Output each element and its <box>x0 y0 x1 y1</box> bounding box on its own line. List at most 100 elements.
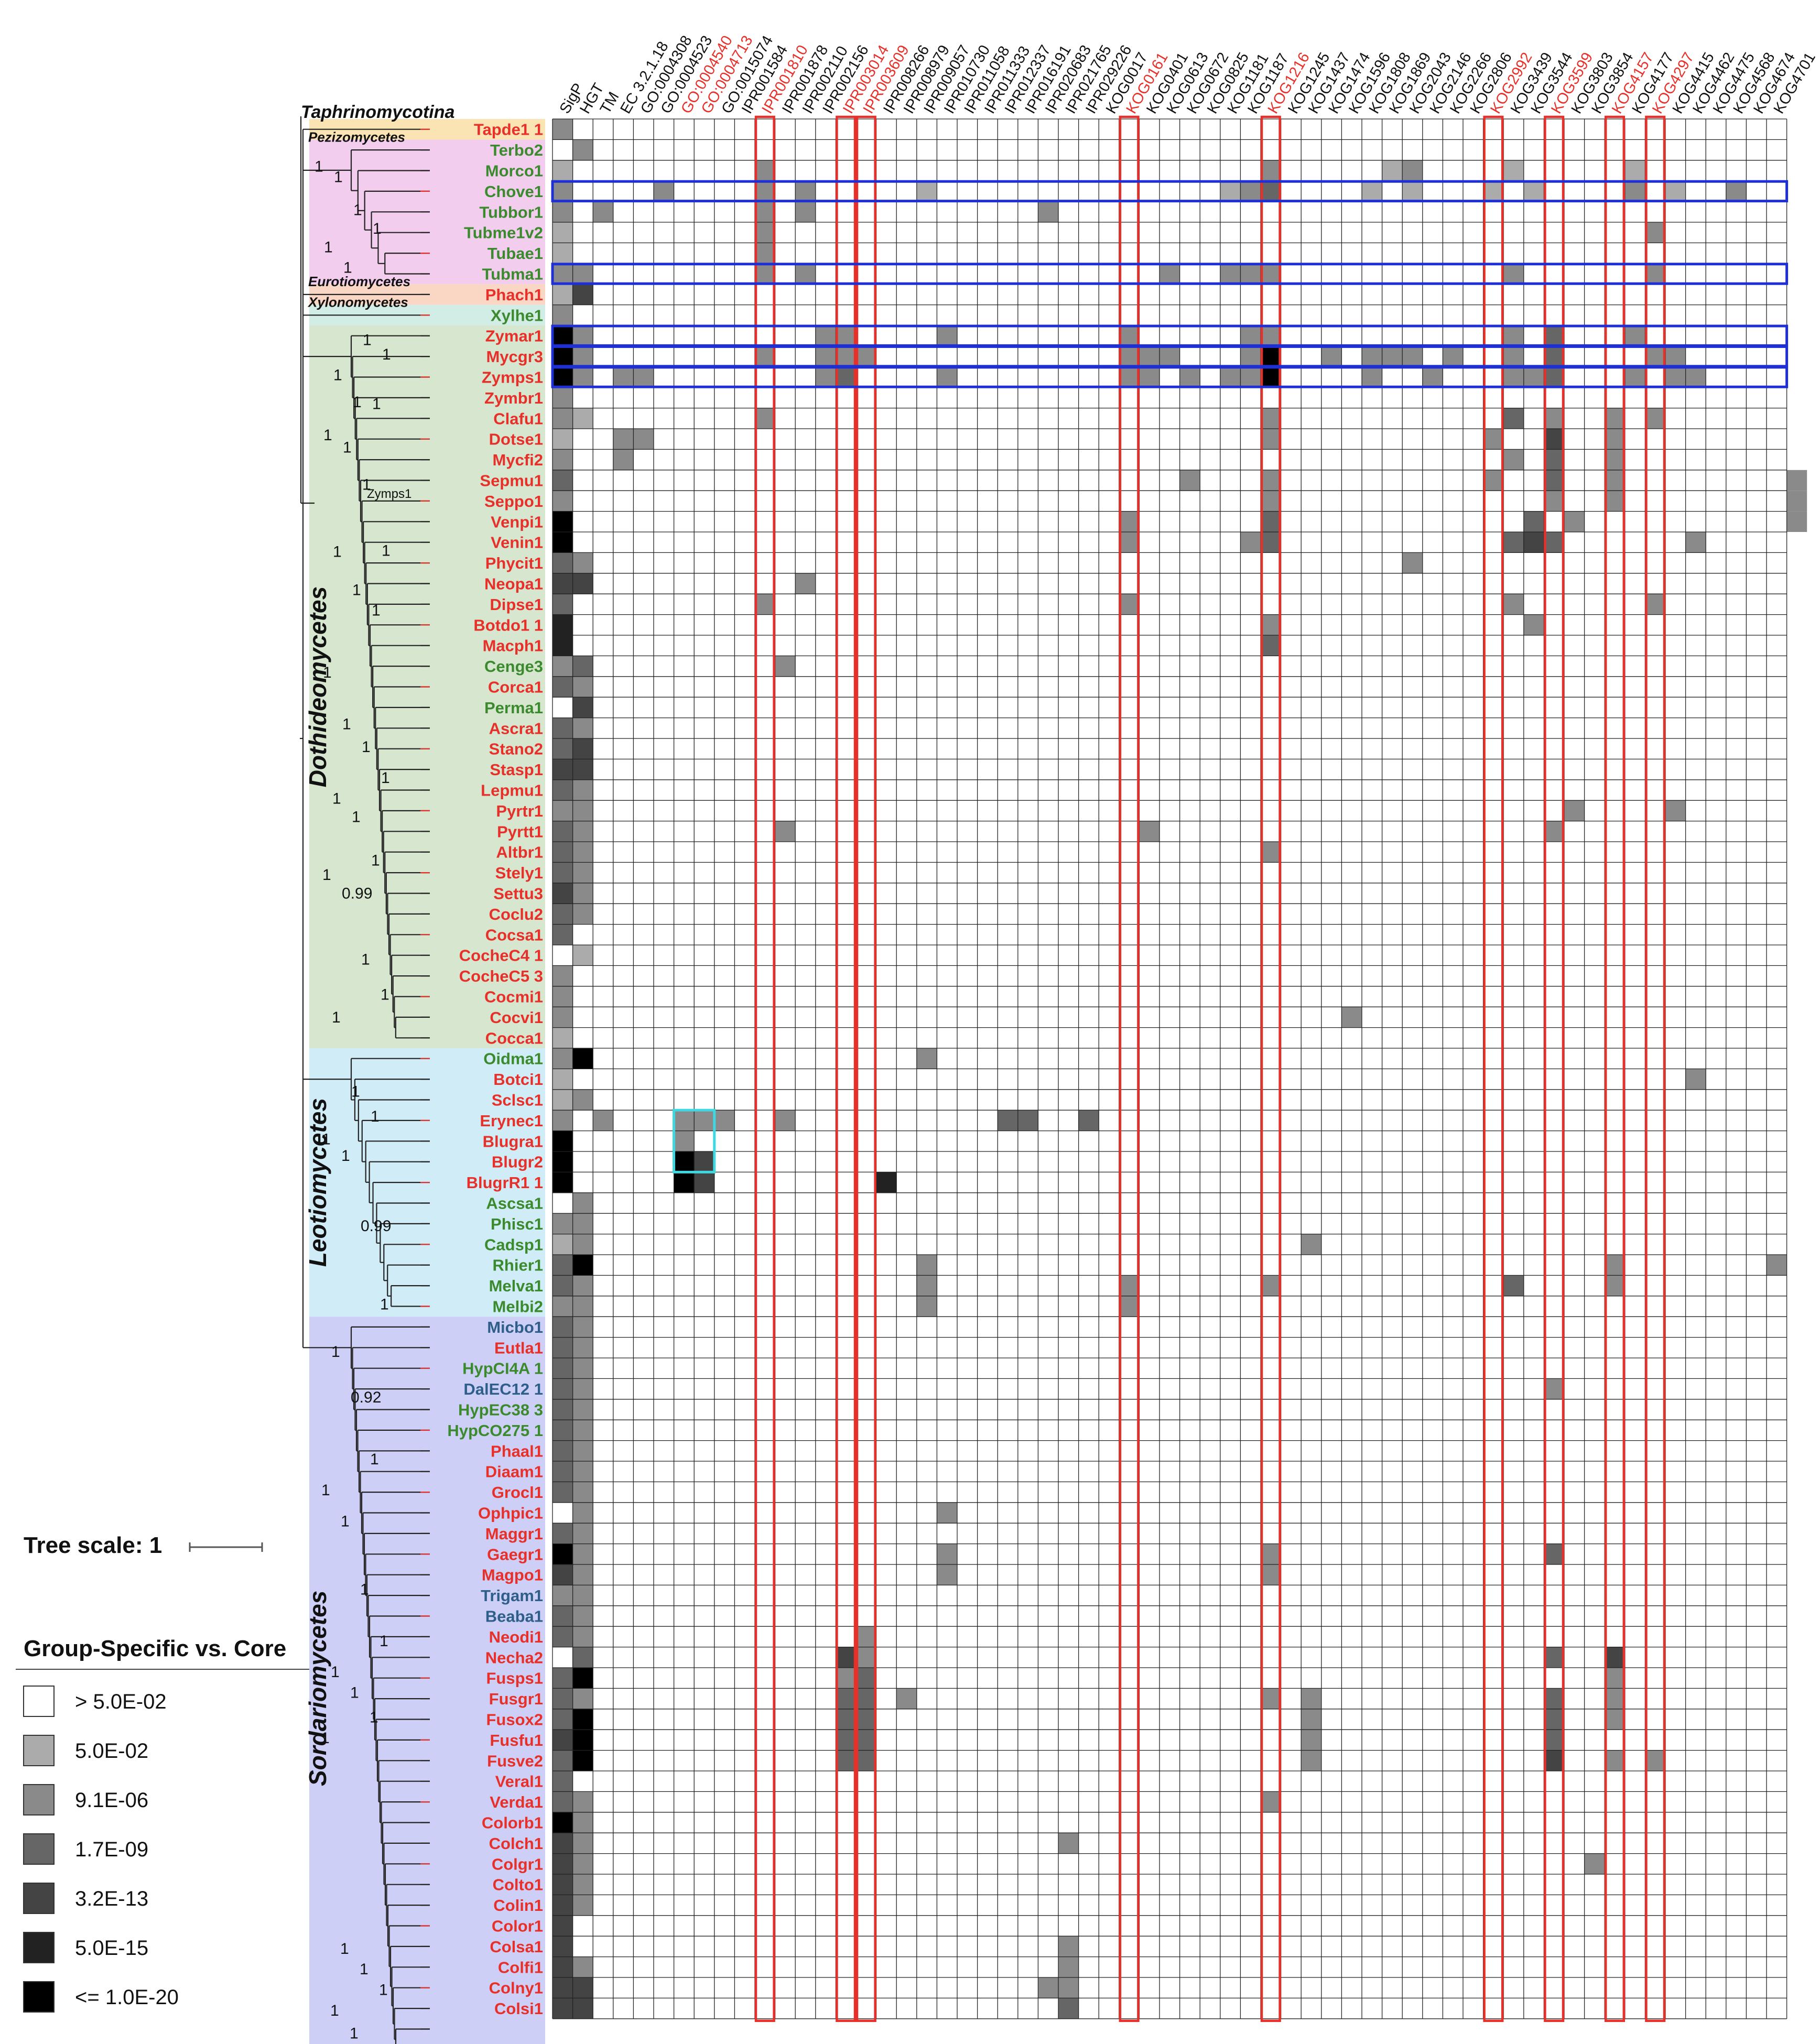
taxon-label: BlugrR1 1 <box>467 1173 543 1192</box>
heatmap-cell <box>1443 346 1463 367</box>
support-value: 1 <box>362 738 371 756</box>
heatmap-cell <box>836 1750 856 1771</box>
support-value: 1 <box>351 1083 360 1101</box>
legend-swatch <box>23 1686 55 1717</box>
support-value: 1 <box>342 715 351 733</box>
taxon-label: Settu3 <box>493 885 543 903</box>
taxon-label: Tubae1 <box>488 244 543 263</box>
heatmap-cell <box>552 201 573 222</box>
support-value: 1 <box>323 664 332 681</box>
heatmap-cell <box>916 181 937 202</box>
heatmap-cell <box>1261 429 1281 450</box>
support-value: 1 <box>361 951 370 969</box>
heatmap-cell <box>1665 800 1686 821</box>
heatmap-cell <box>1624 181 1645 202</box>
support-value: 1 <box>371 852 380 869</box>
heatmap-cell <box>572 779 593 801</box>
support-value: 1 <box>322 1130 331 1148</box>
heatmap-cell <box>755 408 775 429</box>
taxon-label: Zymar1 <box>485 327 543 345</box>
support-value: 1 <box>372 602 381 619</box>
taxon-label: Colny1 <box>489 1979 543 1997</box>
heatmap-cell <box>1422 366 1443 388</box>
heatmap-cell <box>1261 511 1281 532</box>
taxon-label: Stasp1 <box>490 760 543 779</box>
heatmap-cell <box>552 1337 573 1358</box>
heatmap-cell <box>1220 366 1241 388</box>
heatmap-cell <box>552 1585 573 1606</box>
support-value: 1 <box>382 542 391 559</box>
taxon-label: Fusgr1 <box>489 1690 543 1708</box>
heatmap-cell <box>552 614 573 635</box>
heatmap-cell <box>552 1275 573 1296</box>
heatmap-cell <box>836 346 856 367</box>
heatmap-cell <box>552 1007 573 1028</box>
heatmap-cell <box>1261 614 1281 635</box>
tree-scale: Tree scale: 1 <box>24 1532 263 1558</box>
taxon-label: Fusox2 <box>486 1711 543 1729</box>
heatmap-cell <box>1119 1296 1140 1317</box>
heatmap-cell <box>572 1317 593 1338</box>
taxon-label: Beaba1 <box>485 1607 543 1626</box>
heatmap-cell <box>1605 408 1625 429</box>
support-value: 1 <box>343 259 352 277</box>
heatmap-cell <box>815 366 836 388</box>
heatmap-cell <box>572 366 593 388</box>
heatmap-cell <box>1220 181 1241 202</box>
heatmap-cell <box>916 1048 937 1069</box>
taxon-label: Cenge3 <box>484 657 543 676</box>
taxon-label: Terbo2 <box>490 141 543 159</box>
clade-header-label: Eurotiomycetes <box>308 274 410 289</box>
support-value: 1 <box>380 1296 389 1313</box>
column-highlight-box <box>754 115 775 2023</box>
heatmap-cell <box>572 1730 593 1751</box>
legend-label: 5.0E-15 <box>75 1937 148 1960</box>
heatmap-cell <box>1624 325 1645 346</box>
heatmap-cell <box>552 1420 573 1441</box>
legend-swatch <box>23 1833 55 1865</box>
heatmap-cell <box>552 924 573 945</box>
heatmap-cell <box>552 1853 573 1874</box>
heatmap-cell <box>836 1668 856 1689</box>
support-value: 1 <box>321 1482 330 1499</box>
heatmap-cell <box>1544 346 1564 367</box>
heatmap-cell <box>1544 821 1564 842</box>
legend-title: Group-Specific vs. Core <box>24 1636 286 1661</box>
heatmap-cell <box>916 1275 937 1296</box>
support-value: 1 <box>360 1581 369 1598</box>
taxon-label: Erynec1 <box>480 1112 543 1130</box>
legend-swatch <box>23 1735 55 1766</box>
taxon-label: Stely1 <box>495 864 543 882</box>
heatmap-cell <box>552 429 573 450</box>
heatmap-cell <box>1261 263 1281 285</box>
heatmap-cell <box>572 1213 593 1234</box>
taxon-label: Colsa1 <box>490 1938 543 1956</box>
taxon-label: Gaegr1 <box>487 1545 543 1563</box>
heatmap-cell <box>1564 511 1585 532</box>
support-value: 1 <box>322 866 331 884</box>
taxon-label: Zymps1 <box>482 368 543 387</box>
heatmap-cell <box>1726 181 1747 202</box>
taxon-label: Venin1 <box>491 534 543 552</box>
heatmap-cell <box>552 1255 573 1276</box>
heatmap-cell <box>1544 1543 1564 1564</box>
heatmap-cell <box>572 759 593 780</box>
legend-label: 9.1E-06 <box>75 1789 148 1812</box>
heatmap-cell <box>1058 1956 1079 1977</box>
heatmap-cell <box>572 1523 593 1544</box>
heatmap-cell <box>552 1605 573 1627</box>
heatmap-cell <box>856 1750 876 1771</box>
heatmap-cell <box>572 1399 593 1420</box>
highlight-boxes <box>551 115 1789 2023</box>
heatmap-cell <box>572 408 593 429</box>
heatmap-cell <box>916 1296 937 1317</box>
heatmap-cell <box>1341 1007 1362 1028</box>
heatmap-cell <box>572 552 593 573</box>
support-value: 1 <box>352 809 361 826</box>
row-highlight-box <box>551 366 1789 388</box>
heatmap-cell <box>552 1998 573 2019</box>
heatmap-cell <box>572 325 593 346</box>
heatmap-cell <box>552 759 573 780</box>
heatmap-cell <box>1605 1255 1625 1276</box>
heatmap-cell <box>572 1895 593 1916</box>
